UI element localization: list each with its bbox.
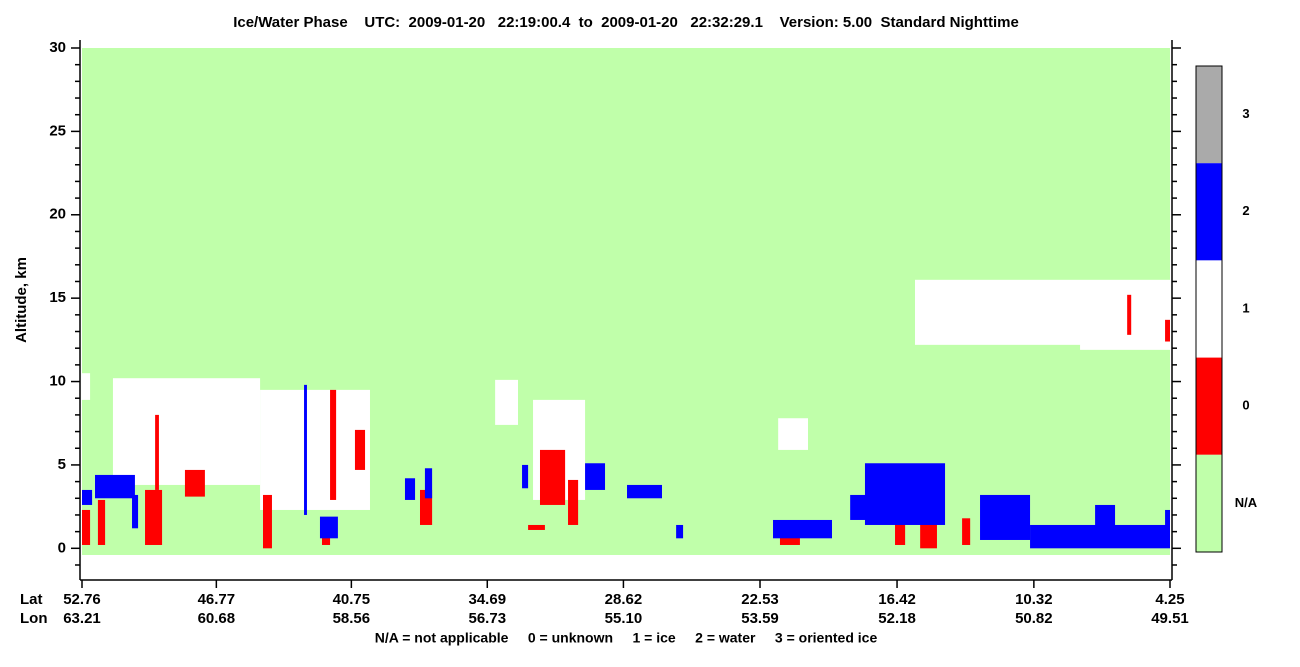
phase-region [155,414,159,490]
y-tick-label: 30 [49,39,66,56]
phase-region [920,519,937,549]
phase-region [585,463,606,490]
phase-region [1127,294,1132,335]
phase-region [522,464,529,489]
colorbar-swatch [1196,454,1222,552]
lat-tick-label: 52.76 [63,591,101,608]
phase-region [419,489,433,525]
lon-tick-label: 56.73 [469,610,507,627]
phase-region [627,484,662,499]
lat-tick-label: 34.69 [469,591,507,608]
phase-region [676,524,684,539]
phase-region [1030,524,1170,549]
lat-tick-label: 16.42 [878,591,916,608]
lon-tick-label: 50.82 [1015,610,1053,627]
phase-region [864,463,946,525]
colorbar-swatch [1196,260,1222,358]
phase-region [354,429,366,470]
phase-region [262,494,272,549]
phase-region [1095,504,1116,530]
phase-region [260,389,370,510]
lon-tick-label: 53.59 [741,610,779,627]
phase-region [773,519,833,539]
lon-tick-label: 58.56 [333,610,371,627]
phase-region [779,533,800,545]
phase-region [1165,319,1170,342]
lon-tick-label: 60.68 [198,610,236,627]
y-tick-label: 5 [58,456,66,473]
lat-row-label: Lat [20,591,43,608]
colorbar-swatch [1196,357,1222,455]
y-tick-label: 20 [49,206,66,223]
lat-tick-label: 46.77 [198,591,236,608]
lat-tick-label: 28.62 [605,591,643,608]
colorbar-frame [1195,65,1223,553]
colorbar-label: N/A [1235,495,1258,510]
phase-region [1165,509,1170,535]
phase-region [980,494,1031,540]
y-axis-label: Altitude, km [13,257,30,343]
colorbar-swatch [1196,163,1222,261]
phase-region [304,384,307,515]
lon-row-label: Lon [20,610,48,627]
lat-tick-label: 40.75 [333,591,371,608]
footnote: N/A = not applicable 0 = unknown 1 = ice… [375,630,878,646]
lon-tick-label: 49.51 [1151,610,1189,627]
phase-region [778,418,809,450]
lat-tick-label: 10.32 [1015,591,1053,608]
y-tick-label: 10 [49,373,66,390]
phase-region [1080,329,1170,350]
lon-tick-label: 55.10 [605,610,643,627]
phase-region [184,469,205,497]
phase-region [112,378,261,485]
phase-region [568,479,579,525]
phase-region [424,468,433,499]
phase-region [82,489,93,505]
colorbar-swatch [1196,66,1222,164]
y-tick-label: 25 [49,122,66,139]
lat-tick-label: 22.53 [741,591,779,608]
colorbar-label: 2 [1242,203,1249,218]
chart-title: Ice/Water Phase UTC: 2009-01-20 22:19:00… [233,14,1019,31]
lon-tick-label: 63.21 [63,610,101,627]
phase-region [82,509,91,545]
phase-region [97,499,106,545]
phase-region [132,494,139,529]
colorbar-label: 0 [1242,398,1249,413]
phase-region [404,478,416,500]
phase-region [95,474,135,499]
phase-region [145,489,163,545]
phase-region [895,509,906,545]
phase-region [330,389,337,500]
phase-region [539,449,566,505]
phase-region [319,516,338,539]
lon-tick-label: 52.18 [878,610,916,627]
phase-region [82,373,91,400]
colorbar-label: 3 [1242,106,1249,121]
lat-tick-label: 4.25 [1155,591,1184,608]
y-tick-label: 15 [49,289,66,306]
phase-region [962,518,971,545]
colorbar-label: 1 [1242,300,1249,315]
phase-region [528,524,545,530]
phase-region [495,379,519,425]
y-tick-label: 0 [58,539,66,556]
